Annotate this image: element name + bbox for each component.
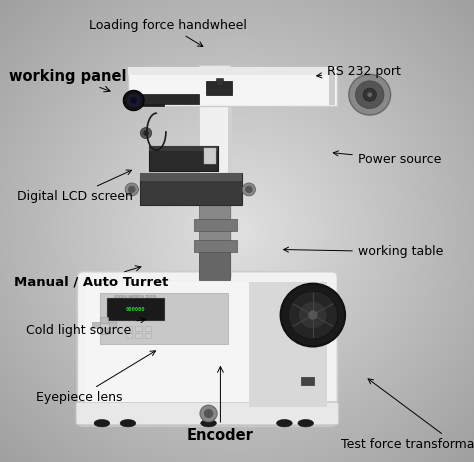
Bar (128, 95, 164, 106)
Circle shape (140, 128, 152, 139)
Circle shape (245, 186, 253, 193)
FancyBboxPatch shape (77, 272, 337, 426)
Circle shape (349, 74, 391, 115)
Bar (199, 65, 230, 280)
Circle shape (200, 405, 217, 422)
Bar (126, 333, 132, 338)
Bar (216, 78, 223, 85)
Circle shape (242, 183, 255, 196)
Circle shape (288, 291, 337, 339)
Circle shape (356, 81, 384, 109)
Bar (149, 146, 218, 151)
Ellipse shape (298, 419, 314, 427)
Ellipse shape (94, 419, 109, 427)
Bar (194, 219, 237, 231)
Bar (100, 317, 108, 323)
Bar (135, 333, 142, 338)
Text: working panel: working panel (9, 69, 127, 92)
Text: VICKERS HARDNESS TESTER: VICKERS HARDNESS TESTER (114, 295, 156, 298)
Text: Manual / Auto Turret: Manual / Auto Turret (14, 266, 169, 288)
Circle shape (308, 310, 318, 320)
Circle shape (281, 284, 345, 346)
Ellipse shape (120, 419, 136, 427)
Circle shape (128, 186, 136, 193)
Text: Test force transformation handwheel: Test force transformation handwheel (341, 379, 474, 451)
FancyBboxPatch shape (76, 402, 339, 425)
Circle shape (299, 301, 327, 329)
Bar (128, 67, 337, 106)
Ellipse shape (201, 419, 216, 427)
Text: Encoder: Encoder (187, 366, 254, 443)
Text: 000000: 000000 (125, 307, 145, 311)
Bar (140, 173, 242, 205)
Text: Power source: Power source (333, 151, 441, 166)
Text: working table: working table (283, 245, 443, 258)
Bar (206, 81, 232, 95)
Bar (204, 148, 216, 164)
Bar (145, 326, 151, 331)
Bar (85, 282, 251, 402)
Circle shape (127, 93, 141, 108)
Bar (135, 326, 142, 331)
Text: RS 232 port: RS 232 port (317, 65, 401, 78)
Bar (149, 146, 218, 171)
Bar (194, 240, 237, 252)
Text: Loading force handwheel: Loading force handwheel (89, 19, 247, 47)
Bar (199, 205, 230, 279)
Bar (107, 298, 164, 320)
Bar (301, 377, 314, 385)
Ellipse shape (276, 419, 292, 427)
Circle shape (143, 130, 149, 136)
Bar (100, 293, 228, 344)
Bar (249, 282, 327, 407)
Bar (137, 94, 199, 104)
Text: Cold light source: Cold light source (26, 318, 146, 337)
Bar (126, 326, 132, 331)
Circle shape (204, 409, 213, 418)
Text: Digital LCD screen: Digital LCD screen (17, 170, 132, 203)
Bar (329, 68, 335, 105)
Bar (92, 322, 100, 328)
Bar (128, 67, 337, 75)
Circle shape (125, 183, 138, 196)
Bar (228, 67, 232, 277)
Circle shape (363, 88, 376, 101)
Text: Eyepiece lens: Eyepiece lens (36, 351, 155, 404)
Circle shape (367, 92, 372, 97)
Circle shape (130, 97, 137, 104)
Bar (109, 322, 116, 328)
Bar (145, 333, 151, 338)
Bar (199, 252, 230, 280)
Bar (100, 328, 108, 334)
Bar (140, 173, 242, 181)
Circle shape (123, 90, 144, 111)
